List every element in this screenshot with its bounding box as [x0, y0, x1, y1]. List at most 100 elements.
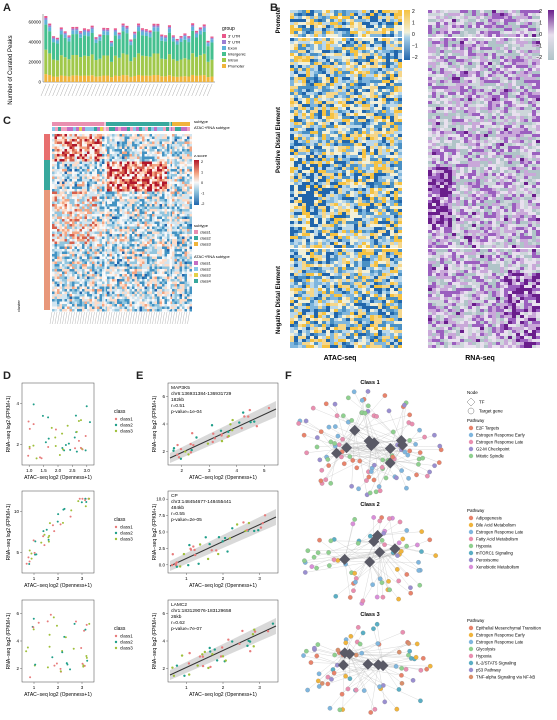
panel-f-target-node: [397, 519, 403, 525]
panel-f-tf-node: [368, 437, 380, 449]
panel-a-bar-segment: [94, 76, 98, 82]
panel-e-point: [242, 521, 245, 524]
panel-a-bar-segment: [179, 59, 183, 77]
panel-f-target-node: [413, 654, 419, 660]
panel-a-bar-segment: [137, 23, 141, 26]
panel-a-bar-segment: [75, 55, 79, 76]
panel-f-target-node: [399, 468, 404, 473]
panel-a-bar-segment: [75, 30, 79, 35]
panel-c-subtype-legend: class1 class2 class3: [194, 230, 211, 247]
panel-letter-a: A: [3, 2, 11, 14]
panel-d-point: [61, 651, 64, 654]
panel-f-target-node: [355, 625, 361, 630]
panel-a-bar-segment: [52, 38, 56, 43]
panel-e-point: [176, 453, 179, 456]
panel-f-class-title: Class 2: [360, 502, 379, 508]
panel-f-target-node: [379, 465, 385, 470]
panel-f-target-node: [417, 427, 422, 433]
panel-f-target-node: [396, 540, 402, 546]
panel-f-target-node: [420, 455, 425, 461]
panel-a-bar-segment: [98, 37, 102, 41]
panel-f-target-node: [315, 435, 320, 440]
panel-d-xtick: 3.0: [84, 468, 91, 473]
panel-c-side-label: cluster: [16, 300, 21, 312]
panel-a-bar-segment: [79, 34, 83, 38]
panel-f-tf-node: [384, 457, 396, 469]
panel-e-ytick: 4: [162, 639, 165, 644]
panel-a-bar-segment: [86, 30, 90, 33]
panel-f-target-node: [362, 410, 368, 416]
panel-f-target-node: [365, 403, 371, 409]
panel-e-annotation: r=0.62: [171, 620, 185, 626]
panel-d-point: [79, 446, 82, 449]
panel-a-bar-segment: [125, 75, 129, 82]
panel-e-point: [217, 552, 220, 556]
panel-a-bar-segment: [129, 42, 133, 46]
panel-a-xlabels: [40, 83, 213, 97]
panel-f-target-node: [387, 587, 392, 593]
panel-b-heatmaps: Promoter Positive Distal Element Negativ…: [276, 6, 554, 362]
panel-f-target-node: [406, 476, 411, 481]
panel-f-target-node: [382, 393, 388, 398]
panel-d-point: [85, 405, 88, 408]
panel-e-point: [203, 650, 207, 654]
panel-d-point: [32, 444, 35, 447]
panel-e-point: [197, 562, 200, 565]
panel-e-point: [246, 528, 249, 532]
panel-letter-c: C: [3, 115, 11, 127]
panel-d-point: [75, 430, 78, 433]
panel-a-bar-segment: [171, 76, 175, 82]
panel-a-ytick: 20000: [28, 60, 41, 65]
panel-d-legend-item: class2: [120, 423, 133, 428]
panel-a-bar-segment: [98, 34, 102, 36]
panel-f-pathway-item: Estrogen Response Late: [476, 440, 524, 445]
panel-f-target-node: [368, 710, 374, 715]
panel-f-tf-node: [384, 443, 396, 455]
panel-f-target-node: [373, 489, 379, 495]
panel-f-target-node: [372, 462, 377, 468]
panel-d-point: [48, 633, 51, 636]
panel-d-xtick: 3: [81, 576, 84, 581]
panel-a-bar-segment: [44, 17, 48, 20]
panel-e-point: [229, 423, 232, 426]
panel-f-pathway-item: TNF-alpha Signaling via NF-kB: [476, 675, 535, 680]
panel-f-target-node: [396, 596, 401, 602]
panel-a-legend-swatch: [222, 52, 226, 56]
panel-e-point: [227, 434, 230, 438]
panel-e-point: [230, 429, 234, 432]
panel-d-point: [84, 499, 87, 502]
panel-b-rna-heatmap: [428, 10, 540, 348]
panel-e-point: [189, 451, 193, 454]
panel-a-bar-segment: [202, 31, 206, 54]
panel-a-bar-segment: [133, 57, 137, 76]
panel-f-target-node: [303, 418, 309, 424]
panel-e-point: [178, 565, 182, 568]
panel-a-bar-segment: [140, 75, 144, 82]
panel-e-point: [248, 408, 252, 412]
panel-d-point: [48, 534, 51, 537]
panel-d-point: [80, 501, 83, 504]
panel-d-legend-title: class: [114, 409, 126, 415]
panel-b-scale2-tick: 2: [539, 9, 542, 15]
panel-a-bar-segment: [48, 25, 52, 28]
panel-f-tf-node: [389, 543, 401, 555]
panel-e-point: [219, 429, 223, 433]
panel-f-node-title: Node: [467, 390, 478, 395]
panel-a-bar-segment: [156, 25, 160, 28]
panel-d-point: [35, 553, 38, 556]
panel-a-bar-segment: [121, 23, 125, 26]
panel-a-bar-segment: [144, 29, 148, 31]
panel-a-legend-item: Exon: [228, 46, 237, 51]
panel-f-node-item: Target gene: [479, 409, 503, 414]
panel-b-scale2-tick: 1: [539, 21, 542, 27]
panel-d-point: [64, 636, 67, 639]
panel-f-target-node: [346, 395, 351, 401]
panel-c-zscore-tick: 2: [201, 160, 203, 164]
panel-d-point: [27, 420, 30, 423]
panel-d-point: [61, 432, 64, 435]
panel-f-target-node: [408, 585, 413, 591]
panel-f-target-node: [302, 570, 308, 575]
panel-f-target-node: [350, 521, 356, 527]
